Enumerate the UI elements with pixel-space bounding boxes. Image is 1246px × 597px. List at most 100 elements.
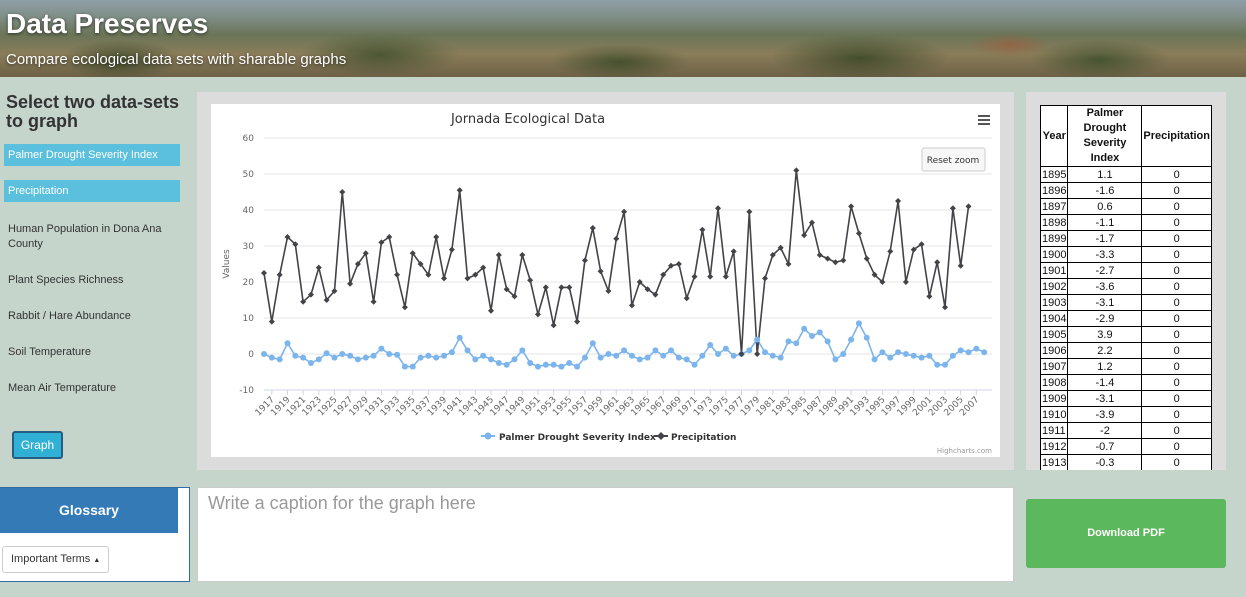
point-palmer-drought[interactable] <box>605 351 612 357</box>
point-palmer-drought[interactable] <box>871 356 878 363</box>
point-precipitation[interactable] <box>581 257 588 264</box>
point-palmer-drought[interactable] <box>503 361 510 368</box>
point-palmer-drought[interactable] <box>816 329 823 336</box>
important-terms-dropdown[interactable]: Important Terms ▲ <box>2 546 110 573</box>
point-palmer-drought[interactable] <box>542 361 549 368</box>
point-palmer-drought[interactable] <box>675 354 682 361</box>
point-precipitation[interactable] <box>480 264 487 271</box>
point-palmer-drought[interactable] <box>433 354 440 361</box>
point-precipitation[interactable] <box>902 279 909 285</box>
point-precipitation[interactable] <box>276 271 283 278</box>
point-precipitation[interactable] <box>558 284 565 291</box>
point-precipitation[interactable] <box>534 311 541 318</box>
point-precipitation[interactable] <box>699 226 706 233</box>
point-precipitation[interactable] <box>934 259 941 266</box>
point-palmer-drought[interactable] <box>949 352 956 359</box>
point-palmer-drought[interactable] <box>636 356 643 363</box>
point-palmer-drought[interactable] <box>660 352 667 359</box>
point-palmer-drought[interactable] <box>425 352 432 359</box>
point-precipitation[interactable] <box>315 264 322 271</box>
point-precipitation[interactable] <box>949 205 956 212</box>
point-palmer-drought[interactable] <box>808 333 815 339</box>
point-precipitation[interactable] <box>261 270 267 276</box>
point-precipitation[interactable] <box>887 248 894 255</box>
download-pdf-button[interactable]: Download PDF <box>1026 499 1226 568</box>
point-precipitation[interactable] <box>675 261 682 267</box>
point-palmer-drought[interactable] <box>754 336 761 343</box>
point-precipitation[interactable] <box>730 248 737 255</box>
point-palmer-drought[interactable] <box>534 363 541 370</box>
glossary-button[interactable]: Glossary <box>0 488 178 533</box>
point-palmer-drought[interactable] <box>315 356 322 363</box>
point-palmer-drought[interactable] <box>715 351 722 357</box>
point-palmer-drought[interactable] <box>362 354 369 361</box>
dataset-item-soil-temperature[interactable]: Soil Temperature <box>8 346 91 358</box>
point-palmer-drought[interactable] <box>441 352 448 359</box>
point-palmer-drought[interactable] <box>863 334 870 341</box>
point-precipitation[interactable] <box>448 246 455 253</box>
point-palmer-drought[interactable] <box>456 334 463 341</box>
point-palmer-drought[interactable] <box>973 345 980 352</box>
point-precipitation[interactable] <box>339 189 346 195</box>
point-palmer-drought[interactable] <box>613 352 620 359</box>
point-palmer-drought[interactable] <box>628 352 635 359</box>
point-precipitation[interactable] <box>957 262 964 269</box>
point-precipitation[interactable] <box>824 255 831 262</box>
point-palmer-drought[interactable] <box>918 354 925 361</box>
point-precipitation[interactable] <box>511 293 518 300</box>
point-palmer-drought[interactable] <box>777 354 784 361</box>
point-precipitation[interactable] <box>738 351 745 357</box>
point-palmer-drought[interactable] <box>300 354 307 361</box>
point-precipitation[interactable] <box>769 252 776 258</box>
point-palmer-drought[interactable] <box>574 363 581 370</box>
point-palmer-drought[interactable] <box>824 338 831 345</box>
point-palmer-drought[interactable] <box>644 354 651 361</box>
dataset-item-plant-species-richness[interactable]: Plant Species Richness <box>8 274 124 286</box>
point-palmer-drought[interactable] <box>284 340 291 347</box>
point-palmer-drought[interactable] <box>746 347 753 354</box>
point-precipitation[interactable] <box>746 208 753 215</box>
point-precipitation[interactable] <box>871 271 878 278</box>
data-table-scroll[interactable]: Year Palmer Drought Severity Index Preci… <box>1040 105 1212 470</box>
point-precipitation[interactable] <box>527 277 534 284</box>
point-precipitation[interactable] <box>347 280 354 287</box>
point-precipitation[interactable] <box>323 297 330 303</box>
legend-item-palmer-drought[interactable]: Palmer Drought Severity Index <box>481 432 656 444</box>
point-palmer-drought[interactable] <box>691 361 698 368</box>
point-palmer-drought[interactable] <box>394 351 401 358</box>
point-precipitation[interactable] <box>636 279 643 285</box>
point-precipitation[interactable] <box>926 293 933 300</box>
point-palmer-drought[interactable] <box>840 351 847 357</box>
point-precipitation[interactable] <box>910 246 917 253</box>
point-precipitation[interactable] <box>644 286 651 293</box>
point-precipitation[interactable] <box>488 307 495 314</box>
point-precipitation[interactable] <box>621 208 628 215</box>
dataset-item-human-population[interactable]: Human Population in Dona Ana County <box>8 223 162 250</box>
dataset-item-mean-air-temperature[interactable]: Mean Air Temperature <box>8 382 117 394</box>
point-precipitation[interactable] <box>292 241 299 248</box>
point-palmer-drought[interactable] <box>409 363 416 370</box>
point-palmer-drought[interactable] <box>801 325 808 332</box>
point-precipitation[interactable] <box>464 275 471 282</box>
point-palmer-drought[interactable] <box>589 340 596 347</box>
point-precipitation[interactable] <box>942 304 949 311</box>
point-precipitation[interactable] <box>268 318 275 325</box>
point-precipitation[interactable] <box>495 252 502 258</box>
point-palmer-drought[interactable] <box>417 354 424 361</box>
point-precipitation[interactable] <box>542 284 549 291</box>
chart-menu-icon[interactable] <box>978 115 990 125</box>
point-palmer-drought[interactable] <box>910 352 917 359</box>
point-precipitation[interactable] <box>386 234 393 240</box>
point-precipitation[interactable] <box>472 271 479 278</box>
point-precipitation[interactable] <box>683 295 690 302</box>
dataset-item-palmer-drought[interactable]: Palmer Drought Severity Index <box>4 144 180 166</box>
point-precipitation[interactable] <box>401 304 408 311</box>
point-palmer-drought[interactable] <box>722 345 729 352</box>
point-precipitation[interactable] <box>761 275 768 282</box>
point-palmer-drought[interactable] <box>480 352 487 359</box>
point-precipitation[interactable] <box>370 298 377 305</box>
point-precipitation[interactable] <box>918 241 925 248</box>
point-precipitation[interactable] <box>879 279 886 285</box>
point-precipitation[interactable] <box>566 284 573 291</box>
point-precipitation[interactable] <box>605 288 612 294</box>
